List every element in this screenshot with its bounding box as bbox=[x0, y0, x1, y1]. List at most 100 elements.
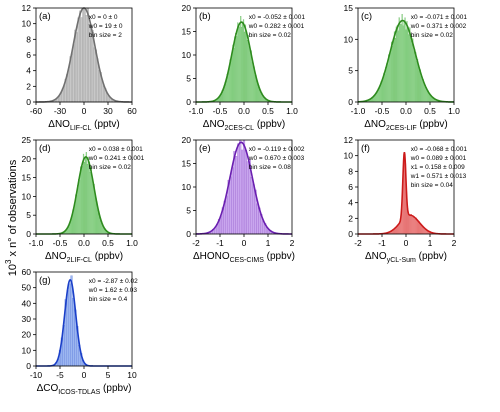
histogram-bar bbox=[87, 164, 88, 234]
y-tick-label: 15 bbox=[22, 173, 32, 183]
histogram-bar bbox=[253, 185, 255, 234]
x-tick-label: 0.0 bbox=[400, 106, 412, 116]
histogram-bar bbox=[92, 178, 93, 234]
histogram-bar bbox=[386, 64, 387, 102]
histogram-bar bbox=[67, 291, 69, 366]
histogram-bar bbox=[84, 9, 86, 102]
histogram-bar bbox=[84, 162, 85, 234]
y-tick-label: 20 bbox=[182, 135, 192, 145]
y-tick-label: 30 bbox=[22, 314, 32, 324]
histogram-bar bbox=[411, 41, 412, 102]
histogram-bar bbox=[255, 75, 256, 102]
histogram-bar bbox=[82, 166, 83, 234]
fit-statistic: w0 = 1.62 ± 0.03 bbox=[88, 287, 138, 294]
fit-statistic: x0 = -0.052 ± 0.001 bbox=[249, 14, 306, 21]
histogram-bar bbox=[250, 51, 251, 102]
histogram-bar bbox=[406, 30, 407, 102]
histogram-bar bbox=[396, 227, 397, 234]
histogram-bar bbox=[385, 67, 386, 102]
y-tick-label: 10 bbox=[344, 151, 354, 161]
panel-label: (e) bbox=[199, 143, 211, 154]
panel-label: (b) bbox=[199, 11, 211, 22]
x-axis-title-main: ΔNO bbox=[365, 251, 387, 262]
histogram-bar bbox=[377, 92, 378, 102]
histogram-bar bbox=[400, 24, 401, 102]
histogram-bar bbox=[244, 32, 245, 102]
panel-label: (d) bbox=[39, 143, 51, 154]
histogram-bar bbox=[72, 298, 74, 366]
histogram-bar bbox=[243, 140, 245, 234]
x-tick-label: -1 bbox=[216, 238, 224, 248]
y-tick-label: 10 bbox=[22, 19, 32, 29]
x-axis-title-main: ΔNO bbox=[203, 119, 225, 130]
x-tick-label: -0.5 bbox=[213, 106, 228, 116]
histogram-bar bbox=[73, 44, 75, 102]
x-tick-label: 0 bbox=[82, 106, 87, 116]
histogram-bar bbox=[232, 54, 233, 102]
histogram-bar bbox=[396, 27, 397, 102]
histogram-bar bbox=[233, 48, 234, 102]
histogram-bar bbox=[389, 54, 390, 102]
histogram-bar bbox=[257, 85, 258, 102]
histogram-bar bbox=[81, 17, 83, 102]
x-tick-label: 10 bbox=[127, 370, 137, 380]
x-tick-label: 0.0 bbox=[78, 238, 90, 248]
y-tick-label: 6 bbox=[26, 50, 31, 60]
histogram-bar bbox=[256, 204, 258, 234]
x-tick-label: 0 bbox=[242, 238, 247, 248]
histogram-bar bbox=[404, 21, 405, 102]
histogram-bar bbox=[380, 87, 381, 102]
histogram-bar bbox=[251, 177, 253, 234]
histogram-bar bbox=[419, 224, 420, 234]
histogram-bar bbox=[79, 180, 80, 234]
y-tick-label: 25 bbox=[22, 135, 32, 145]
x-tick-label: 1 bbox=[266, 238, 271, 248]
fit-statistic: bin size = 0.02 bbox=[249, 32, 291, 39]
histogram-bar bbox=[226, 196, 228, 234]
histogram-bar bbox=[382, 78, 383, 102]
x-tick-label: 0 bbox=[404, 238, 409, 248]
histogram-bar bbox=[68, 70, 70, 102]
histogram-bar bbox=[236, 36, 237, 102]
x-axis-title-unit: (ppbv) bbox=[92, 251, 123, 262]
histogram-bar bbox=[416, 61, 417, 102]
histogram-bar bbox=[243, 19, 244, 102]
histogram-bar bbox=[79, 11, 81, 102]
x-tick-label: -0.5 bbox=[53, 238, 68, 248]
x-tick-label: 0.0 bbox=[238, 106, 250, 116]
x-axis-title-main: ΔNO bbox=[364, 119, 386, 130]
y-tick-label: 0 bbox=[26, 229, 31, 239]
x-axis-title-unit: (pptv) bbox=[91, 119, 119, 130]
x-axis-title-subscript: ICOS-TDLAS bbox=[58, 389, 100, 396]
histogram-bar bbox=[398, 31, 399, 102]
histogram-bar bbox=[413, 216, 414, 234]
panel-label: (c) bbox=[361, 11, 372, 22]
histogram-bar bbox=[412, 217, 413, 234]
histogram-bar bbox=[410, 39, 411, 102]
fit-statistic: bin size = 0.02 bbox=[411, 32, 453, 39]
fit-statistic: bin size = 2 bbox=[89, 32, 122, 39]
histogram-bar bbox=[402, 14, 403, 102]
y-tick-label: 40 bbox=[22, 298, 32, 308]
y-tick-label: 10 bbox=[22, 191, 32, 201]
y-axis-title-base: 10 bbox=[7, 264, 19, 276]
y-tick-label: 15 bbox=[182, 159, 192, 169]
x-axis-title-main: ΔNO bbox=[48, 119, 70, 130]
histogram-bar bbox=[97, 210, 98, 234]
y-tick-label: 5 bbox=[186, 206, 191, 216]
y-tick-label: 15 bbox=[344, 3, 354, 13]
x-axis-title: ΔNO2LIF-CL (ppbv) bbox=[45, 251, 123, 264]
x-axis-title-subscript: CES-CIMS bbox=[230, 257, 265, 264]
histogram-bar bbox=[408, 35, 409, 102]
histogram-bar bbox=[419, 71, 420, 102]
y-tick-label: 0 bbox=[26, 97, 31, 107]
fit-statistic: w0 = 0.241 ± 0.001 bbox=[88, 155, 145, 162]
x-axis-title: ΔNO2CES-CL (ppbv) bbox=[203, 119, 285, 132]
y-tick-label: 6 bbox=[348, 182, 353, 192]
histogram-bar bbox=[238, 27, 239, 102]
y-tick-label: 5 bbox=[348, 66, 353, 76]
histogram-bar bbox=[86, 152, 87, 234]
